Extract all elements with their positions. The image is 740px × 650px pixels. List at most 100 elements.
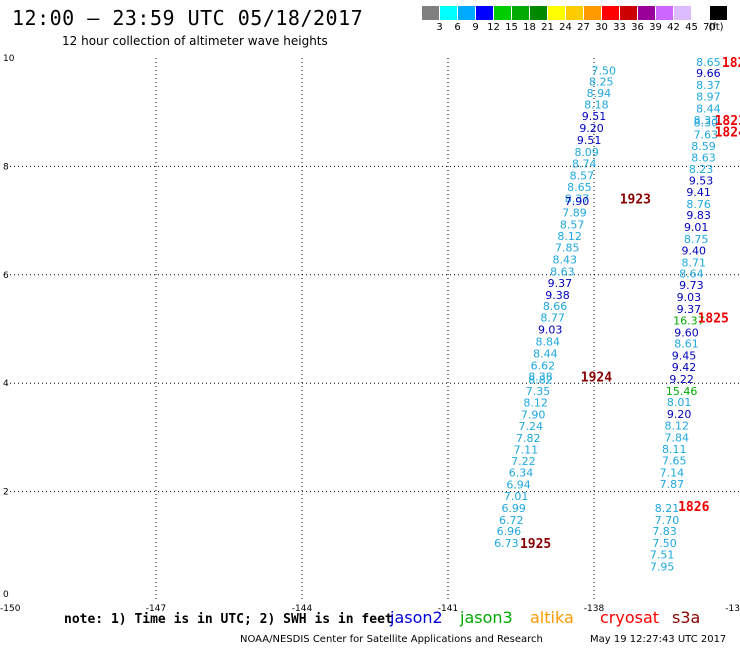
wave-height-point: 6.34 — [509, 467, 534, 480]
colorbar-label: 12 — [487, 22, 500, 33]
wave-height-point: 8.43 — [553, 254, 578, 267]
credit-line: NOAA/NESDIS Center for Satellite Applica… — [240, 634, 543, 645]
wave-height-point: 7.11 — [514, 443, 539, 456]
satellite-legend-jason2: jason2 — [390, 608, 443, 627]
colorbar-cell — [584, 6, 601, 20]
wave-height-point: 8.38 — [528, 371, 553, 384]
colorbar-cell — [674, 6, 691, 20]
satellite-legend-cryosat: cryosat — [600, 608, 660, 627]
wave-height-point: 9.53 — [689, 174, 714, 187]
colorbar-cell — [656, 6, 673, 20]
wave-height-point: 6.72 — [499, 514, 524, 527]
colorbar-cell — [620, 6, 637, 20]
colorbar-label: 18 — [523, 22, 536, 33]
wave-height-point: 7.50 — [652, 537, 677, 550]
colorbar-label: 15 — [505, 22, 518, 33]
wave-height-point: 8.63 — [691, 152, 716, 165]
y-tick-label: 10 — [3, 54, 15, 64]
x-tick-label: -144 — [292, 604, 313, 614]
satellite-legend-jason3: jason3 — [460, 608, 513, 627]
wave-height-point: 9.41 — [686, 186, 711, 199]
y-tick-label: 2 — [3, 488, 9, 498]
time-label: 1825 — [698, 312, 729, 327]
colorbar-cell — [422, 6, 439, 20]
y-tick-label: 8 — [3, 162, 9, 172]
wave-height-point: 7.83 — [652, 525, 677, 538]
time-label: 1826 — [678, 500, 709, 515]
colorbar-cell — [476, 6, 493, 20]
colorbar-cell — [566, 6, 583, 20]
wave-height-point: 7.85 — [555, 242, 580, 255]
wave-height-point: 8.66 — [543, 300, 568, 313]
page-title: 12:00 – 23:59 UTC 05/18/2017 — [12, 6, 364, 30]
wave-height-point: 8.23 — [689, 163, 714, 176]
wave-height-point: 8.59 — [691, 140, 716, 153]
colorbar-cell — [458, 6, 475, 20]
wave-height-point: 8.94 — [587, 87, 612, 100]
wave-height-point: 9.51 — [582, 110, 607, 123]
wave-height-point: 9.38 — [545, 289, 570, 302]
wave-height-point: 8.82 — [528, 373, 553, 386]
wave-height-point: 9.37 — [548, 277, 573, 290]
wave-height-point: 8.76 — [686, 198, 711, 211]
colorbar-cell — [440, 6, 457, 20]
wave-height-point: 8.97 — [696, 90, 721, 103]
colorbar-label: 33 — [613, 22, 626, 33]
time-label: 1823 — [715, 114, 740, 129]
y-tick-label: 6 — [3, 271, 9, 281]
wave-height-point: 7.82 — [516, 432, 541, 445]
wave-height-point: 8.75 — [684, 233, 709, 246]
wave-height-point: 8.64 — [679, 268, 704, 281]
wave-height-point: 9.51 — [577, 134, 602, 147]
wave-height-point: 8.37 — [696, 79, 721, 92]
time-label: 1923 — [620, 192, 651, 207]
wave-height-point: 7.70 — [655, 514, 680, 527]
wave-height-point: 7.87 — [660, 478, 685, 491]
wave-height-point: 8.12 — [523, 397, 548, 410]
wave-height-point: 9.22 — [669, 373, 694, 386]
wave-height-point: 9.40 — [682, 244, 707, 257]
wave-height-point: 6.62 — [531, 359, 556, 372]
wave-height-point: 8.11 — [662, 443, 687, 456]
wave-height-point: 8.01 — [667, 396, 692, 409]
wave-height-point: 8.71 — [682, 256, 707, 269]
wave-height-point: 9.20 — [579, 122, 604, 135]
wave-height-point: 9.42 — [672, 361, 697, 374]
wave-height-point: 8.74 — [572, 158, 597, 171]
colorbar-label: 21 — [541, 22, 554, 33]
wave-height-point: 9.73 — [679, 279, 704, 292]
wave-height-point: 9.83 — [686, 209, 711, 222]
colorbar-label: 42 — [667, 22, 680, 33]
wave-height-point: 9.03 — [677, 291, 702, 304]
colorbar-label: 24 — [559, 22, 572, 33]
wave-height-point: 8.25 — [589, 75, 614, 88]
colorbar-label: 45 — [685, 22, 698, 33]
x-tick-label: -150 — [0, 604, 21, 614]
wave-height-point: 8.63 — [550, 266, 575, 279]
x-tick-label: -141 — [438, 604, 458, 614]
wave-height-point: 7.90 — [565, 195, 590, 208]
wave-height-point: 8.44 — [533, 347, 558, 360]
wave-height-point: 16.37 — [673, 314, 705, 327]
colorbar-cell — [512, 6, 529, 20]
wave-height-point: 6.96 — [497, 525, 522, 538]
colorbar-label: 6 — [454, 22, 461, 33]
colorbar-cell — [494, 6, 511, 20]
wave-height-point: 8.37 — [565, 192, 590, 205]
x-tick-label: -138 — [584, 604, 605, 614]
wave-height-point: 7.84 — [664, 431, 689, 444]
x-tick-label: -147 — [146, 604, 166, 614]
colorbar-unit: (ft) — [708, 22, 724, 33]
wave-height-point: 8.57 — [560, 218, 585, 231]
wave-height-point: 9.01 — [684, 221, 709, 234]
satellite-legend-altika: altika — [530, 608, 574, 627]
colorbar-label: 3 — [436, 22, 443, 33]
colorbar-cell — [530, 6, 547, 20]
y-tick-label: 4 — [3, 379, 9, 389]
colorbar-label: 70 — [703, 22, 716, 33]
wave-height-point: 15.46 — [666, 385, 698, 398]
wave-height-point: 8.12 — [664, 419, 689, 432]
wave-height-point: 8.84 — [536, 335, 561, 348]
wave-height-point: 8.33 — [694, 114, 719, 127]
wave-height-point: 7.89 — [562, 206, 587, 219]
